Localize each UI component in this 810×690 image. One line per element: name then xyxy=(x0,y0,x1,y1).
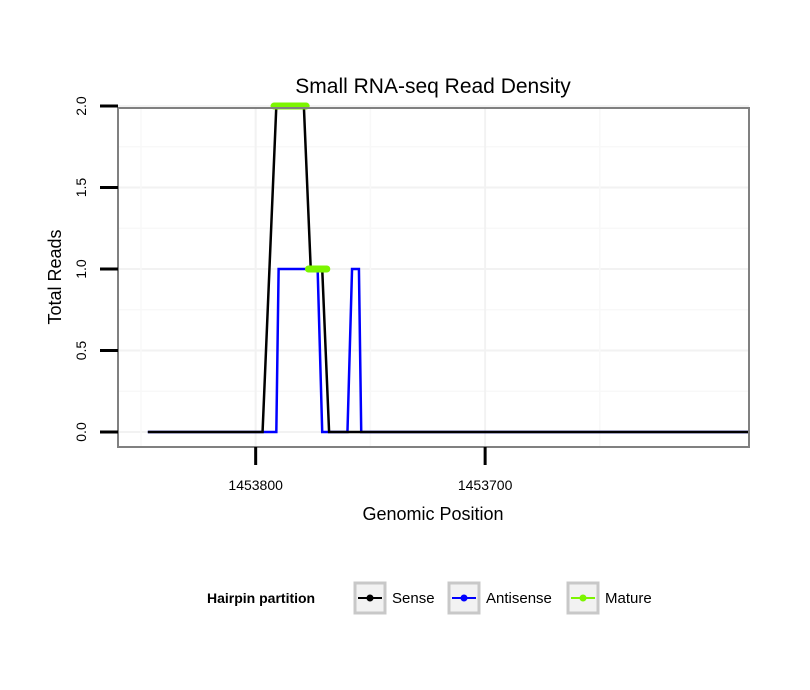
y-tick-label: 2.0 xyxy=(73,96,89,116)
y-tick-label: 0.0 xyxy=(73,422,89,442)
x-tick-label: 1453800 xyxy=(228,477,283,493)
legend: Hairpin partition Sense Antisense Mature xyxy=(207,581,652,615)
legend-title: Hairpin partition xyxy=(207,590,315,606)
grid-lines xyxy=(118,105,749,447)
legend-item-mature: Mature xyxy=(566,581,652,615)
chart-title: Small RNA-seq Read Density xyxy=(295,75,571,98)
legend-item-antisense: Antisense xyxy=(447,581,552,615)
legend-key-point xyxy=(366,594,374,602)
data-series xyxy=(147,102,749,434)
y-tick-label: 1.0 xyxy=(73,259,89,279)
plot-border xyxy=(117,107,750,448)
legend-key-point xyxy=(460,594,468,602)
y-axis-label: Total Reads xyxy=(45,229,65,324)
legend-label: Mature xyxy=(605,590,652,607)
legend-key-point xyxy=(579,594,587,602)
plot-background xyxy=(118,108,749,447)
y-axis: 0.0 0.5 1.0 1.5 2.0 xyxy=(73,96,118,442)
x-axis: 1453800 1453700 xyxy=(228,447,513,493)
x-tick-label: 1453700 xyxy=(458,477,513,493)
y-tick-label: 0.5 xyxy=(73,341,89,361)
y-tick-label: 1.5 xyxy=(73,178,89,198)
x-axis-label: Genomic Position xyxy=(362,504,503,524)
legend-label: Sense xyxy=(392,590,435,607)
legend-label: Antisense xyxy=(486,590,552,607)
legend-item-sense: Sense xyxy=(353,581,435,615)
